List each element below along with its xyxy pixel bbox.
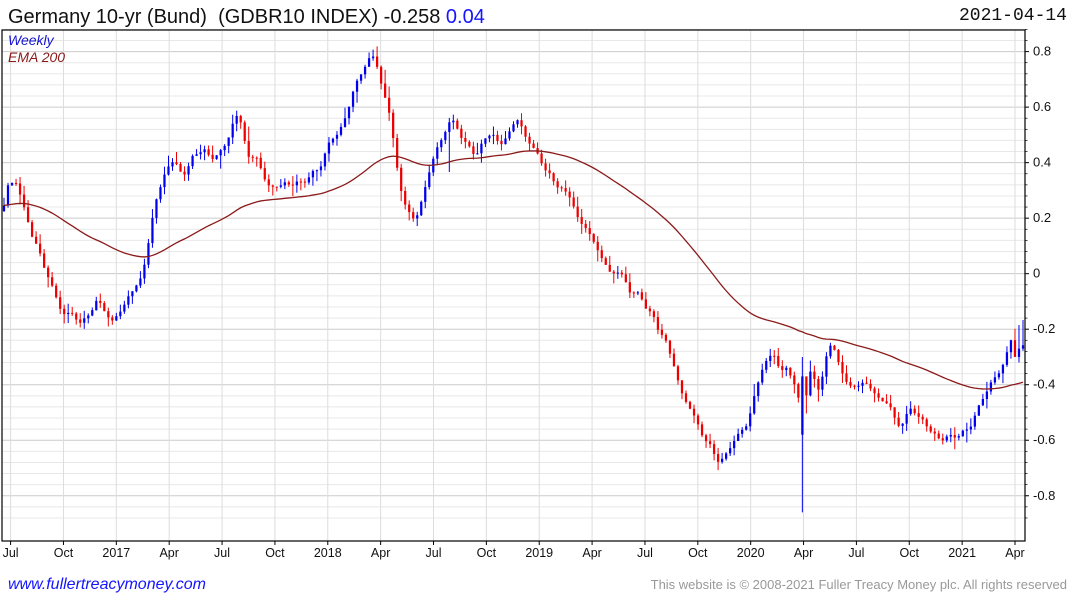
svg-text:Jul: Jul xyxy=(214,546,230,560)
svg-text:0.8: 0.8 xyxy=(1033,44,1051,59)
svg-text:-0.4: -0.4 xyxy=(1033,377,1055,392)
svg-text:Apr: Apr xyxy=(159,546,178,560)
svg-text:Apr: Apr xyxy=(371,546,390,560)
svg-text:Oct: Oct xyxy=(688,546,708,560)
svg-text:0.6: 0.6 xyxy=(1033,99,1051,114)
svg-text:0.2: 0.2 xyxy=(1033,210,1051,225)
svg-text:Weekly: Weekly xyxy=(8,32,55,48)
svg-text:EMA 200: EMA 200 xyxy=(8,49,65,65)
svg-text:Oct: Oct xyxy=(900,546,920,560)
svg-text:Oct: Oct xyxy=(54,546,74,560)
svg-text:Apr: Apr xyxy=(582,546,601,560)
svg-text:Oct: Oct xyxy=(477,546,497,560)
svg-text:2019: 2019 xyxy=(525,546,553,560)
svg-text:0: 0 xyxy=(1033,266,1040,281)
svg-text:0.4: 0.4 xyxy=(1033,155,1051,170)
svg-text:-0.8: -0.8 xyxy=(1033,488,1055,503)
svg-text:Jul: Jul xyxy=(426,546,442,560)
svg-text:Jul: Jul xyxy=(3,546,19,560)
svg-text:Apr: Apr xyxy=(794,546,813,560)
svg-text:2018: 2018 xyxy=(314,546,342,560)
svg-text:2020: 2020 xyxy=(737,546,765,560)
svg-text:Apr: Apr xyxy=(1005,546,1024,560)
svg-text:2021: 2021 xyxy=(948,546,976,560)
svg-text:Oct: Oct xyxy=(265,546,285,560)
svg-text:2017: 2017 xyxy=(102,546,130,560)
svg-text:-0.2: -0.2 xyxy=(1033,321,1055,336)
svg-text:Jul: Jul xyxy=(848,546,864,560)
svg-text:-0.6: -0.6 xyxy=(1033,432,1055,447)
svg-text:Jul: Jul xyxy=(637,546,653,560)
